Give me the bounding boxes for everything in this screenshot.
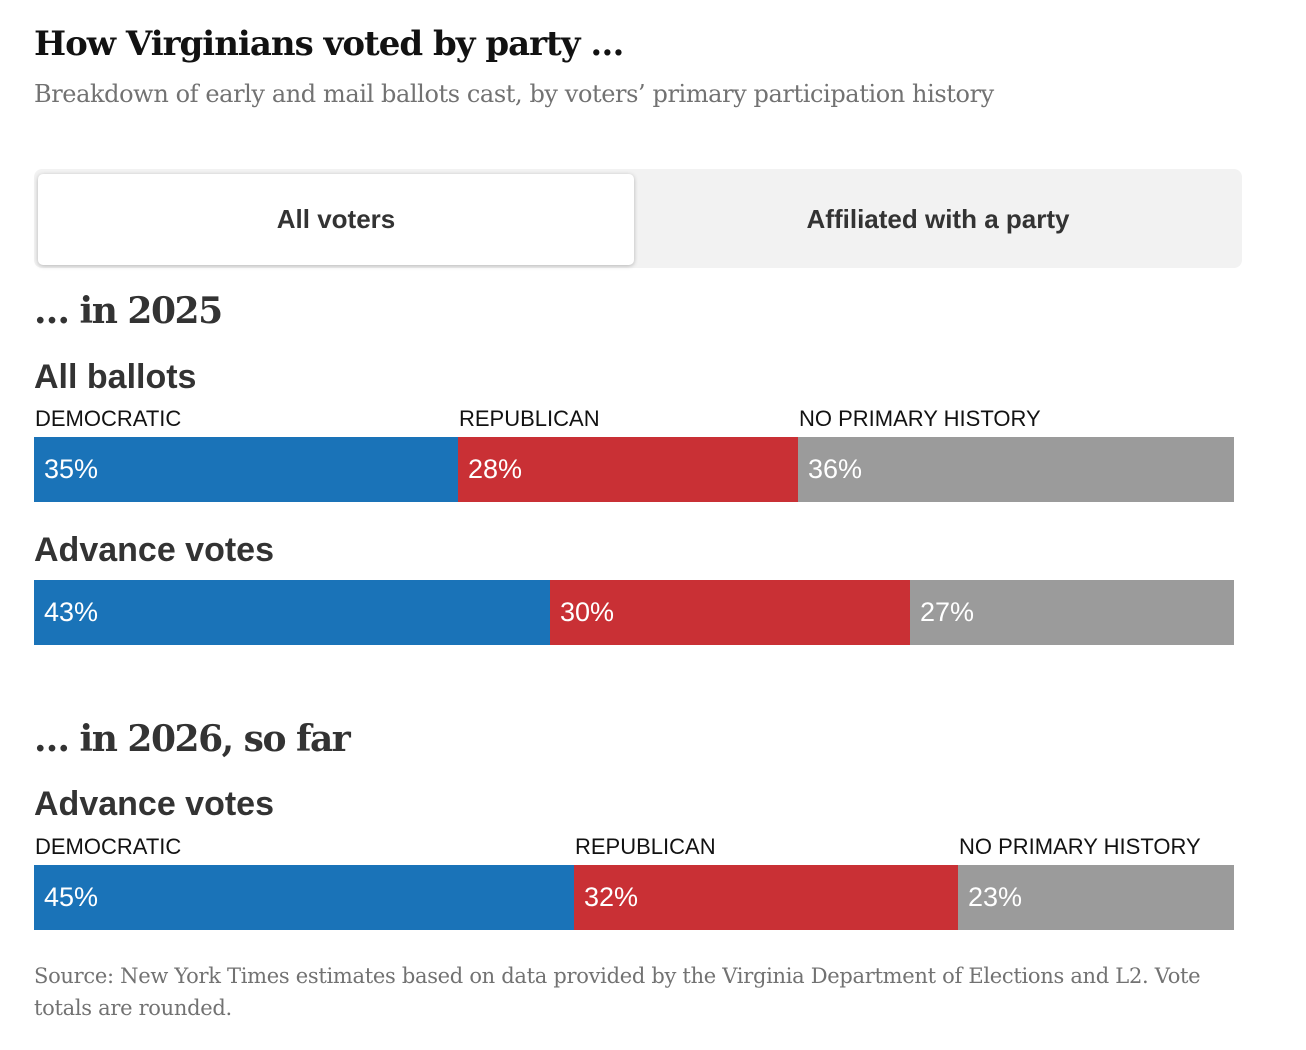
category-label-no-primary-history-text: NO PRIMARY HISTORY (799, 406, 1041, 431)
category-label-democratic-text: DEMOCRATIC (35, 834, 182, 859)
bar-segment-no-primary-history: 27% (910, 580, 1234, 645)
source-note: Source: New York Times estimates based o… (34, 964, 1201, 1020)
value-label-republican: 30% (560, 597, 615, 627)
bar-segment-democratic: 35% (34, 437, 458, 502)
bar-segment-republican: 28% (458, 437, 798, 502)
voter-type-toggle: All voters Affiliated with a party (34, 169, 1242, 268)
bar-segment-republican: 32% (574, 865, 958, 930)
chart-subtitle: Breakdown of early and mail ballots cast… (34, 80, 994, 108)
group-heading-advance-votes-2026: Advance votes (34, 785, 274, 823)
bar-segment-no-primary-history: 23% (958, 865, 1234, 930)
section-heading-2026: … in 2026, so far (34, 718, 351, 760)
value-label-no-primary-history: 23% (968, 882, 1023, 912)
value-label-republican: 32% (584, 882, 639, 912)
group-heading-all-ballots: All ballots (34, 358, 197, 396)
bar-segment-republican: 30% (550, 580, 910, 645)
value-label-no-primary-history: 27% (920, 597, 975, 627)
category-label-democratic-text: DEMOCRATIC (35, 406, 182, 431)
bar-segment-democratic: 43% (34, 580, 550, 645)
bar-segment-no-primary-history: 36% (798, 437, 1234, 502)
stacked-bar-advance-votes-2025: 43% 30% 27% (34, 580, 1234, 645)
value-label-democratic: 43% (44, 597, 99, 627)
stacked-bar-advance-votes-2026: 45% 32% 23% (34, 865, 1234, 930)
group-heading-advance-votes-2025: Advance votes (34, 531, 274, 569)
section-heading-2025: … in 2025 (34, 290, 223, 332)
value-label-no-primary-history: 36% (808, 454, 863, 484)
chart-title: How Virginians voted by party … (34, 24, 624, 64)
value-label-republican: 28% (468, 454, 523, 484)
toggle-affiliated-with-party[interactable]: Affiliated with a party (806, 204, 1070, 234)
value-label-democratic: 45% (44, 882, 99, 912)
category-label-republican-text: REPUBLICAN (575, 834, 716, 859)
category-label-no-primary-history-text: NO PRIMARY HISTORY (959, 834, 1201, 859)
category-label-republican-text: REPUBLICAN (459, 406, 600, 431)
value-label-democratic: 35% (44, 454, 99, 484)
stacked-bar-all-ballots-2025: 35% 28% 36% (34, 437, 1234, 502)
toggle-all-voters[interactable]: All voters (38, 174, 634, 265)
bar-segment-democratic: 45% (34, 865, 574, 930)
